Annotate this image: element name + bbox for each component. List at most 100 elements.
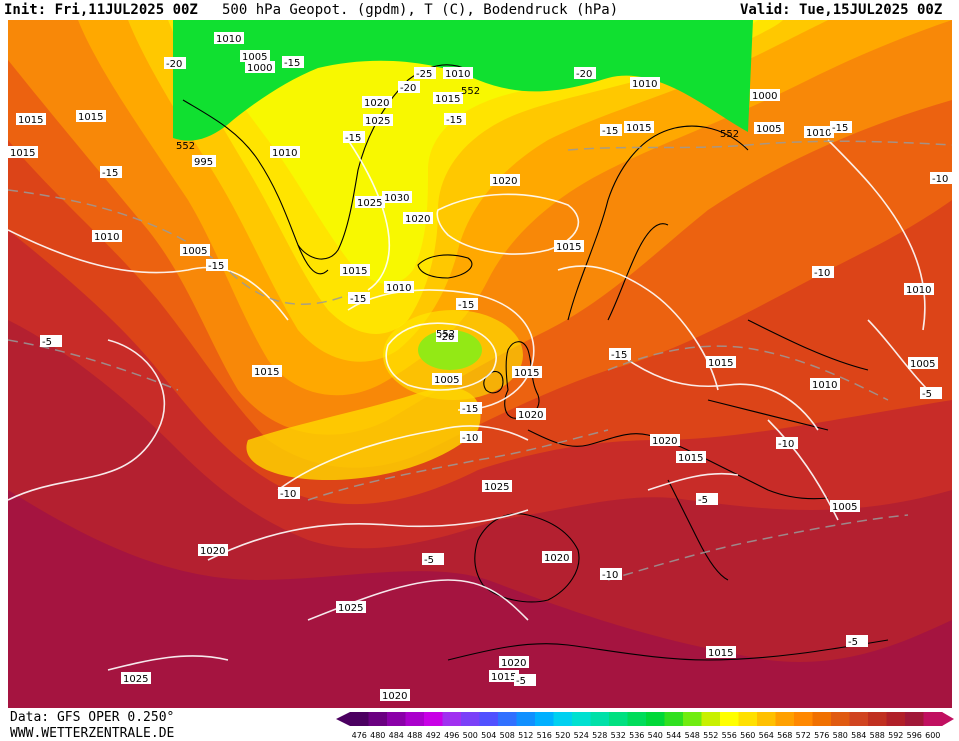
temp-label: -15 <box>602 126 618 137</box>
legend-swatch <box>831 712 850 726</box>
temp-label: -25 <box>416 69 432 80</box>
legend-label: 560 <box>740 731 755 740</box>
legend-label: 476 <box>352 731 367 740</box>
valid-time: Valid: Tue,15JUL2025 00Z <box>740 2 943 18</box>
legend-swatch <box>498 712 517 726</box>
legend-swatch <box>368 712 388 726</box>
pressure-label: 1010 <box>806 128 831 139</box>
temp-label: -5 <box>424 555 434 566</box>
legend-swatch <box>572 712 591 726</box>
pressure-label: 995 <box>194 157 213 168</box>
legend-swatch <box>590 712 610 726</box>
pressure-label: 1015 <box>10 148 35 159</box>
temp-label: -20 <box>400 83 416 94</box>
legend-label: 520 <box>555 731 570 740</box>
pressure-label: 1010 <box>216 34 241 45</box>
legend-swatch <box>424 712 443 726</box>
legend-label: 576 <box>814 731 829 740</box>
pressure-label: 1005 <box>910 359 935 370</box>
temp-label: -15 <box>345 133 361 144</box>
legend-label: 568 <box>777 731 792 740</box>
legend-label: 488 <box>407 731 422 740</box>
temp-label: -10 <box>778 439 794 450</box>
geopot-label: 552 <box>720 129 739 140</box>
pressure-label: 1010 <box>906 285 931 296</box>
legend-label: 500 <box>463 731 478 740</box>
legend-label: 584 <box>851 731 866 740</box>
temp-label: -5 <box>848 637 858 648</box>
pressure-label: 1015 <box>18 115 43 126</box>
pressure-label: 1015 <box>342 266 367 277</box>
legend-swatch <box>387 712 406 726</box>
temp-label: -10 <box>814 268 830 279</box>
temp-label: -5 <box>42 337 52 348</box>
temp-label: -15 <box>102 168 118 179</box>
legend-swatch <box>627 712 647 726</box>
temp-label: -15 <box>284 58 300 69</box>
legend-arrow-right <box>942 712 954 726</box>
legend-swatch <box>905 712 924 726</box>
pressure-label: 1010 <box>632 79 657 90</box>
legend-label: 532 <box>611 731 626 740</box>
temp-label: -15 <box>462 404 478 415</box>
temp-label: -15 <box>446 115 462 126</box>
legend-label: 552 <box>703 731 718 740</box>
legend-swatch <box>775 712 795 726</box>
legend-label: 536 <box>629 731 644 740</box>
legend-swatch <box>683 712 702 726</box>
pressure-label: 1025 <box>338 603 363 614</box>
pressure-label: 1005 <box>434 375 459 386</box>
pressure-label: 1015 <box>556 242 581 253</box>
pressure-label: 1005 <box>182 246 207 257</box>
legend-label: 544 <box>666 731 681 740</box>
geopot-label: 552 <box>461 86 480 97</box>
pressure-label: 1010 <box>445 69 470 80</box>
temp-label: -5 <box>922 389 932 400</box>
field-556-cutoff <box>383 310 523 400</box>
legend-label: 592 <box>888 731 903 740</box>
temp-label: -10 <box>602 570 618 581</box>
pressure-label: 1015 <box>678 453 703 464</box>
pressure-label: 1020 <box>364 98 389 109</box>
pressure-label: 1020 <box>518 410 543 421</box>
legend-label: 528 <box>592 731 607 740</box>
legend-swatch <box>923 712 943 726</box>
legend-swatch <box>701 712 721 726</box>
legend-label: 596 <box>907 731 922 740</box>
weather-map: 1010 1005 1000 995 1010 1015 1015 1015 1… <box>8 20 952 708</box>
legend-swatch <box>442 712 462 726</box>
legend-swatch <box>794 712 813 726</box>
pressure-label: 1000 <box>247 63 272 74</box>
field-556 <box>188 20 758 284</box>
pressure-label: 1010 <box>386 283 411 294</box>
field-552-north <box>173 20 753 141</box>
data-source: Data: GFS OPER 0.250° <box>10 710 175 725</box>
temp-label: -10 <box>280 489 296 500</box>
temp-label: -10 <box>462 433 478 444</box>
legend-label: 548 <box>685 731 700 740</box>
temp-label: -15 <box>611 350 627 361</box>
legend-swatch <box>757 712 776 726</box>
pressure-label: 1020 <box>492 176 517 187</box>
pressure-label: 1015 <box>254 367 279 378</box>
legend-label: 580 <box>833 731 848 740</box>
legend-label: 480 <box>370 731 385 740</box>
pressure-label: 1015 <box>491 672 516 683</box>
chart-header: Init: Fri,11JUL2025 00Z 500 hPa Geopot. … <box>0 0 959 20</box>
pressure-label: 1020 <box>200 546 225 557</box>
legend-swatch <box>886 712 906 726</box>
field-560-ridge <box>246 387 481 480</box>
legend-label: 512 <box>518 731 533 740</box>
temp-label: -15 <box>832 123 848 134</box>
legend-swatch <box>609 712 628 726</box>
legend-label: 496 <box>444 731 459 740</box>
init-time: Init: Fri,11JUL2025 00Z <box>4 2 198 18</box>
pressure-label: 1010 <box>272 148 297 159</box>
temp-label: -5 <box>698 495 708 506</box>
temperature-labels: -20 -15 -25 -20 -15 -15 -15 -20 -15 -15 … <box>40 56 952 687</box>
legend-swatch <box>535 712 554 726</box>
pressure-label: 1005 <box>242 52 267 63</box>
legend-label: 540 <box>648 731 663 740</box>
legend-label: 564 <box>759 731 774 740</box>
pressure-label: 1020 <box>382 691 407 702</box>
